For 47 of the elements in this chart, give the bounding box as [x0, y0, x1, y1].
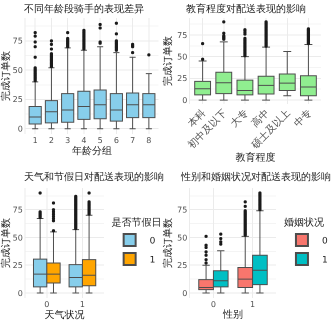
y-tick-label: 75	[12, 36, 23, 46]
x-axis-title: 年龄分组	[72, 145, 112, 157]
y-tick-label: 25	[177, 74, 188, 84]
y-tick-label: 50	[177, 52, 188, 62]
x-tick-label: 8	[146, 136, 152, 145]
x-tick-label: 2	[48, 136, 54, 145]
x-axis-title: 性别	[222, 308, 243, 320]
y-tick-label: 50	[177, 233, 188, 242]
x-tick-label: 7	[130, 136, 136, 145]
y-tick-label: 25	[12, 95, 23, 104]
y-tick-label: 75	[12, 205, 23, 214]
y-tick-label: 25	[177, 261, 188, 270]
y-axis-title: 完成订单数	[0, 218, 12, 268]
legend-label: 1	[322, 256, 328, 266]
legend-title: 是否节假日	[112, 216, 162, 228]
x-tick-label: 大专	[228, 107, 251, 130]
x-tick-label: 0	[44, 300, 50, 309]
x-tick-label: 1	[80, 300, 85, 309]
legend-title: 婚姻状况	[284, 216, 324, 228]
y-tick-label: 0	[182, 288, 188, 298]
chart-title: 天气和节假日对配送表现的影响	[24, 171, 164, 183]
y-axis-title: 完成订单数	[162, 36, 174, 86]
x-tick-label: 0	[210, 300, 216, 309]
x-tick-label: 中专	[291, 107, 314, 130]
x-tick-label: 4	[81, 136, 86, 145]
x-axis-title: 教育程度	[236, 152, 276, 164]
chart-title: 性别和婚姻状况对配送表现的影响	[180, 171, 331, 183]
y-tick-label: 25	[12, 261, 23, 270]
x-tick-label: 3	[65, 136, 70, 145]
chart-title: 教育程度对配送表现的影响	[186, 3, 306, 15]
x-tick-label: 1	[32, 136, 38, 145]
x-axis-title: 天气状况	[44, 309, 85, 321]
chart-title: 不同年龄段骑手的表现差异	[24, 3, 144, 15]
x-tick-label: 6	[114, 136, 119, 145]
y-tick-label: 0	[182, 96, 188, 105]
y-tick-label: 75	[177, 30, 188, 40]
x-tick-label: 5	[98, 136, 103, 145]
y-axis-title: 完成订单数	[0, 51, 12, 101]
y-tick-label: 75	[177, 205, 188, 214]
legend-label: 0	[322, 236, 328, 247]
y-tick-label: 50	[12, 233, 23, 242]
legend-label: 0	[150, 236, 156, 247]
y-axis-title: 完成订单数	[162, 218, 174, 268]
y-tick-label: 0	[18, 288, 23, 298]
y-tick-label: 50	[12, 66, 23, 75]
legend-label: 1	[150, 256, 156, 266]
x-tick-label: 1	[250, 300, 256, 309]
